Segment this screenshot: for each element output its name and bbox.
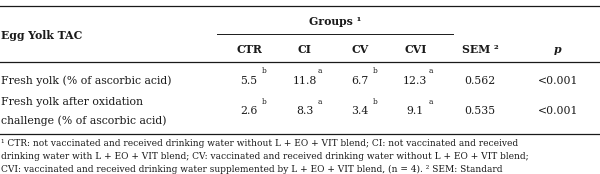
Text: SEM ²: SEM ² bbox=[461, 44, 499, 55]
Text: p: p bbox=[554, 44, 562, 55]
Text: 5.5: 5.5 bbox=[241, 76, 257, 86]
Text: b: b bbox=[262, 67, 267, 75]
Text: 8.3: 8.3 bbox=[296, 106, 313, 116]
Text: 0.535: 0.535 bbox=[464, 106, 496, 116]
Text: a: a bbox=[318, 67, 322, 75]
Text: a: a bbox=[318, 98, 322, 106]
Text: b: b bbox=[373, 98, 378, 106]
Text: Fresh yolk after oxidation: Fresh yolk after oxidation bbox=[1, 97, 143, 107]
Text: ¹ CTR: not vaccinated and received drinking water without L + EO + VIT blend; CI: ¹ CTR: not vaccinated and received drink… bbox=[1, 139, 518, 148]
Text: CVI: CVI bbox=[404, 44, 427, 55]
Text: 11.8: 11.8 bbox=[293, 76, 317, 86]
Text: CI: CI bbox=[298, 44, 312, 55]
Text: b: b bbox=[262, 98, 267, 106]
Text: Fresh yolk (% of ascorbic acid): Fresh yolk (% of ascorbic acid) bbox=[1, 76, 172, 86]
Text: 2.6: 2.6 bbox=[241, 106, 257, 116]
Text: 3.4: 3.4 bbox=[352, 106, 368, 116]
Text: 0.562: 0.562 bbox=[464, 76, 496, 86]
Text: 6.7: 6.7 bbox=[352, 76, 368, 86]
Text: Groups ¹: Groups ¹ bbox=[309, 16, 361, 27]
Text: a: a bbox=[428, 98, 433, 106]
Text: <0.001: <0.001 bbox=[538, 106, 578, 116]
Text: CTR: CTR bbox=[236, 44, 262, 55]
Text: a: a bbox=[428, 67, 433, 75]
Text: Egg Yolk TAC: Egg Yolk TAC bbox=[1, 30, 83, 41]
Text: CV: CV bbox=[352, 44, 368, 55]
Text: 9.1: 9.1 bbox=[407, 106, 424, 116]
Text: CVI: vaccinated and received drinking water supplemented by L + EO + VIT blend, : CVI: vaccinated and received drinking wa… bbox=[1, 165, 503, 174]
Text: drinking water with L + EO + VIT blend; CV: vaccinated and received drinking wat: drinking water with L + EO + VIT blend; … bbox=[1, 152, 529, 161]
Text: <0.001: <0.001 bbox=[538, 76, 578, 86]
Text: challenge (% of ascorbic acid): challenge (% of ascorbic acid) bbox=[1, 116, 167, 126]
Text: b: b bbox=[373, 67, 378, 75]
Text: 12.3: 12.3 bbox=[403, 76, 427, 86]
